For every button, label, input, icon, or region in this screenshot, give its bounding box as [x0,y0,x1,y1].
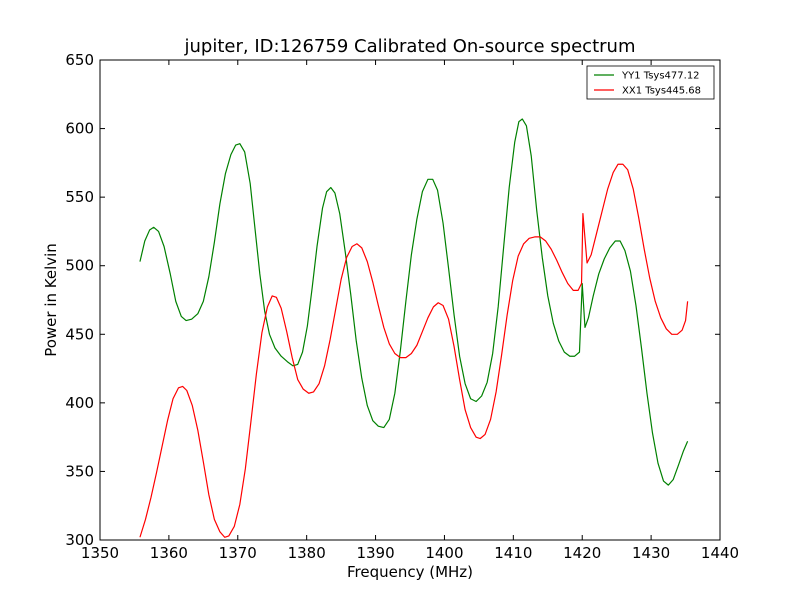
legend-box [586,65,715,100]
legend-label-series-1: XX1 Tsys445.68 [622,86,701,97]
plot-frame [99,59,721,541]
y-tick-label: 350 [65,462,94,480]
y-tick-label: 300 [65,531,94,549]
x-tick-label: 1400 [425,544,463,562]
x-tick-label: 1440 [701,544,739,562]
x-tick-label: 1430 [632,544,670,562]
series-line-0 [139,118,689,486]
y-tick-label: 450 [65,325,94,343]
y-tick-label: 400 [65,394,94,412]
x-tick-label: 1370 [219,544,257,562]
x-tick-label: 1380 [288,544,326,562]
y-tick-label: 500 [65,257,94,275]
x-tick-label: 1350 [81,544,119,562]
y-tick-label: 650 [65,51,94,69]
y-axis-label: Power in Kelvin [42,243,60,357]
x-axis-label: Frequency (MHz) [347,563,473,581]
series-line-1 [139,163,689,538]
x-tick-label: 1360 [150,544,188,562]
x-tick-label: 1390 [356,544,394,562]
legend-label-series-0: YY1 Tsys477.12 [621,71,700,82]
x-axis-ticks: 1350 1360 1370 1380 1390 1400 1410 1420 1430 1440 [81,60,739,562]
y-tick-label: 600 [65,120,94,138]
x-tick-label: 1410 [494,544,532,562]
y-axis-ticks: 300 350 400 450 500 550 600 650 [65,51,720,549]
chart-title: jupiter, ID:126759 Calibrated On-source … [184,36,636,57]
legend: YY1 Tsys477.12 XX1 Tsys445.68 [586,65,715,100]
plot-background [100,60,720,540]
series-layer [139,118,689,538]
x-tick-label: 1420 [563,544,601,562]
y-tick-label: 550 [65,188,94,206]
